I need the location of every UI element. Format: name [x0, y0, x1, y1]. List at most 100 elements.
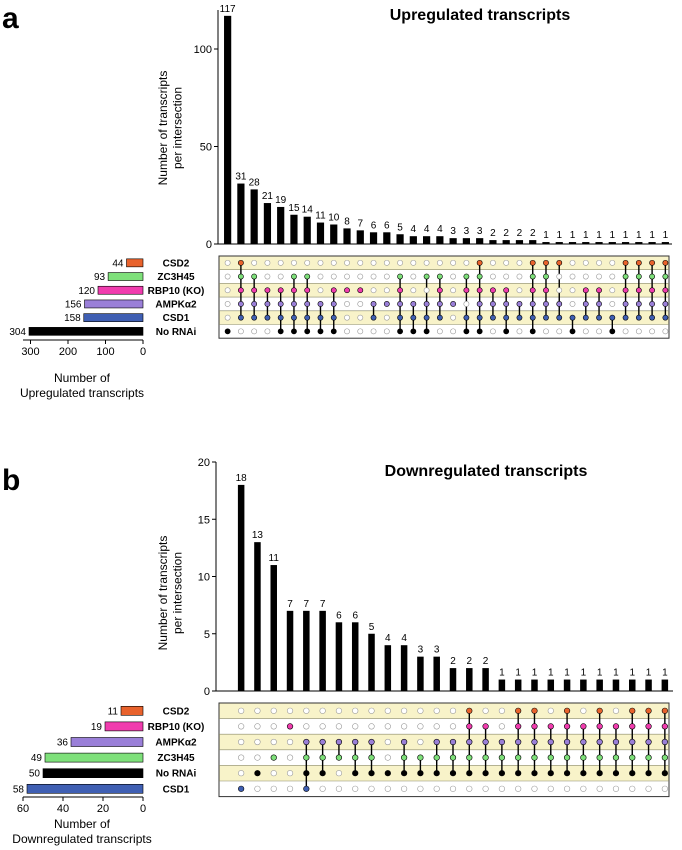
- matrix-dot-filled: [319, 754, 326, 761]
- matrix-dot-filled: [384, 770, 391, 777]
- matrix-dot-filled: [291, 273, 297, 280]
- intersection-value-label: 2: [467, 656, 473, 667]
- matrix-dot-empty: [450, 259, 457, 266]
- intersection-bar: [514, 679, 522, 691]
- intersection-bar: [335, 622, 343, 691]
- matrix-dot-filled: [596, 707, 603, 714]
- set-x-tick-label: 60: [17, 803, 29, 815]
- matrix-dot-filled: [580, 754, 587, 761]
- matrix-dot-filled: [629, 770, 636, 777]
- matrix-dot-filled: [635, 259, 642, 266]
- matrix-dot-filled: [370, 314, 377, 321]
- matrix-dot-empty: [645, 785, 652, 792]
- matrix-dot-empty: [383, 259, 390, 266]
- matrix-dot-filled: [498, 770, 505, 777]
- matrix-dot-filled: [503, 314, 510, 321]
- set-x-axis-label: Upregulated transcripts: [20, 386, 144, 400]
- set-name-label: ZC3H45: [157, 753, 195, 764]
- matrix-dot-empty: [352, 785, 359, 792]
- intersection-bar: [466, 668, 473, 691]
- matrix-dot-filled: [237, 273, 244, 280]
- matrix-dot-filled: [490, 314, 496, 321]
- matrix-dot-filled: [661, 770, 668, 777]
- set-name-label: AMPKα2: [155, 299, 197, 310]
- matrix-dot-empty: [286, 785, 294, 792]
- intersection-value-label: 1: [532, 668, 538, 679]
- matrix-dot-filled: [515, 738, 522, 746]
- matrix-dot-empty: [384, 785, 391, 792]
- intersection-bar: [515, 240, 524, 244]
- matrix-dot-empty: [224, 287, 231, 294]
- matrix-dot-filled: [277, 287, 284, 294]
- y-tick-label: 50: [200, 142, 212, 154]
- matrix-dot-empty: [635, 328, 642, 335]
- matrix-dot-empty: [622, 328, 629, 335]
- matrix-dot-empty: [238, 738, 245, 746]
- matrix-dot-filled: [547, 723, 554, 730]
- intersection-bar: [417, 656, 424, 691]
- matrix-dot-filled: [433, 754, 440, 761]
- matrix-dot-empty: [384, 723, 391, 730]
- set-size-bar: [83, 313, 144, 322]
- y-axis-label: Number of transcriptsper intersection: [156, 71, 184, 186]
- intersection-bar: [542, 242, 550, 244]
- intersection-bar: [612, 679, 620, 691]
- intersection-bar: [237, 183, 245, 244]
- intersection-bar: [648, 242, 656, 244]
- matrix-dot-empty: [357, 314, 364, 321]
- matrix-dot-filled: [531, 770, 538, 777]
- intersection-bar: [489, 240, 497, 244]
- y-tick-label: 20: [198, 457, 210, 469]
- matrix-dot-empty: [417, 738, 424, 746]
- matrix-dot-filled: [529, 314, 536, 321]
- matrix-dot-empty: [270, 723, 277, 730]
- matrix-dot-filled: [304, 314, 311, 321]
- intersection-value-label: 31: [235, 172, 247, 183]
- matrix-dot-filled: [580, 738, 587, 746]
- intersection-bar: [409, 236, 417, 244]
- matrix-dot-filled: [622, 301, 629, 307]
- matrix-dot-filled: [582, 301, 589, 307]
- matrix-dot-filled: [466, 738, 473, 746]
- matrix-dot-filled: [410, 301, 417, 307]
- matrix-dot-filled: [490, 287, 496, 294]
- matrix-dot-empty: [254, 754, 261, 761]
- matrix-dot-empty: [303, 707, 310, 714]
- intersection-bar: [449, 668, 457, 691]
- matrix-dot-filled: [515, 754, 522, 761]
- matrix-dot-filled: [482, 738, 489, 746]
- matrix-dot-empty: [612, 785, 620, 792]
- matrix-dot-filled: [330, 301, 337, 307]
- matrix-dot-filled: [303, 785, 310, 792]
- intersection-bar: [568, 242, 577, 244]
- intersection-bar: [384, 645, 392, 691]
- intersection-bar: [635, 242, 643, 244]
- matrix-dot-filled: [596, 770, 603, 777]
- matrix-dot-filled: [649, 314, 656, 321]
- set-size-bar: [104, 721, 144, 732]
- matrix-dot-empty: [596, 785, 603, 792]
- intersection-value-label: 1: [623, 230, 629, 241]
- matrix-dot-empty: [270, 707, 277, 714]
- intersection-value-label: 1: [610, 230, 616, 241]
- matrix-dot-empty: [569, 301, 576, 307]
- intersection-bar: [476, 238, 484, 244]
- matrix-dot-empty: [384, 754, 391, 761]
- intersection-value-label: 4: [437, 224, 443, 235]
- matrix-dot-filled: [476, 314, 483, 321]
- matrix-dot-filled: [529, 287, 536, 294]
- matrix-dot-empty: [383, 314, 390, 321]
- matrix-dot-empty: [224, 273, 231, 280]
- intersection-bar: [330, 224, 338, 244]
- intersection-bar: [368, 633, 375, 691]
- matrix-row-band: [219, 765, 669, 781]
- matrix-dot-filled: [498, 738, 505, 746]
- intersection-value-label: 7: [320, 599, 326, 610]
- matrix-dot-empty: [368, 707, 375, 714]
- matrix-dot-filled: [661, 754, 668, 761]
- matrix-dot-empty: [417, 723, 424, 730]
- matrix-dot-empty: [384, 738, 391, 746]
- matrix-dot-empty: [251, 328, 258, 335]
- matrix-dot-filled: [515, 707, 522, 714]
